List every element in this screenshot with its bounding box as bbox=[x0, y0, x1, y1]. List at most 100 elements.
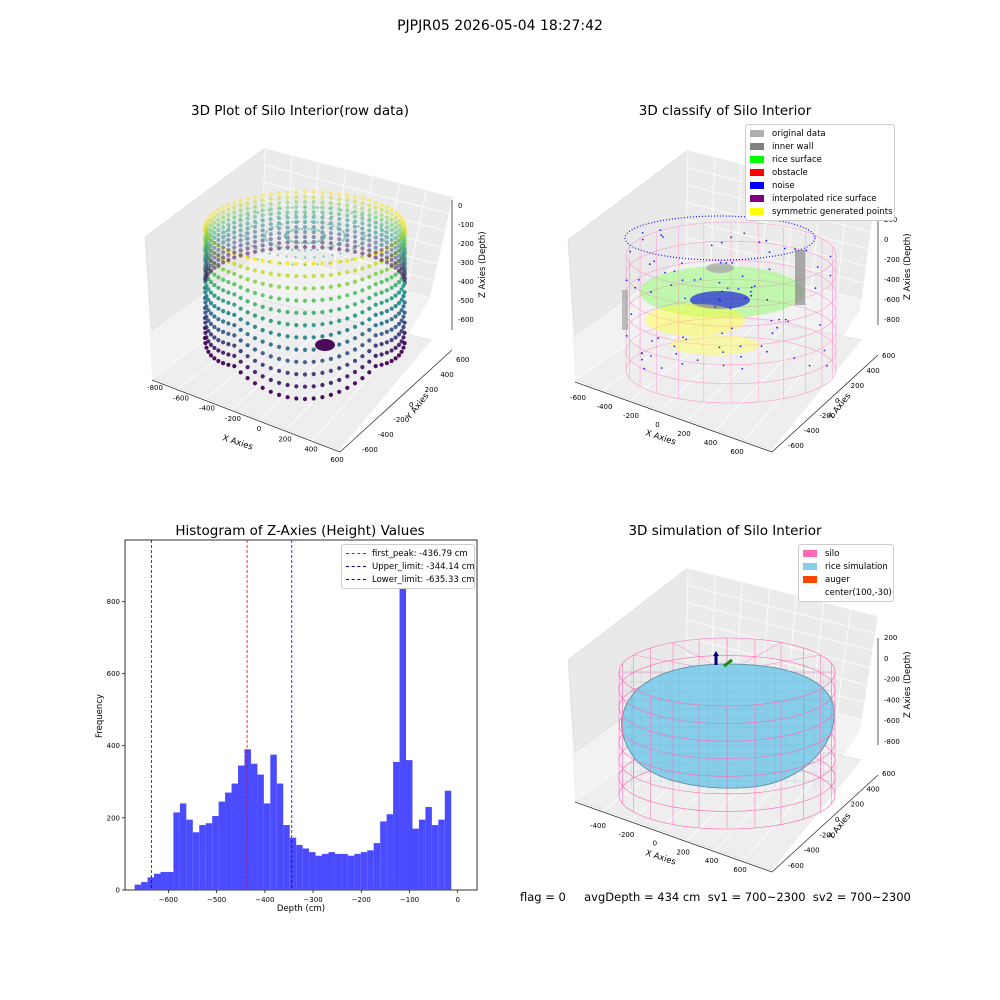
plot1-point bbox=[285, 195, 290, 200]
plot4-title: 3D simulation of Silo Interior bbox=[628, 523, 822, 539]
plot1-point bbox=[294, 195, 299, 200]
plot1-point bbox=[389, 338, 394, 343]
plot1-point bbox=[212, 304, 217, 309]
plot1-point bbox=[306, 227, 310, 231]
plot1-point bbox=[367, 223, 372, 228]
plot1-point bbox=[379, 225, 383, 229]
plot1-point bbox=[302, 274, 308, 279]
plot1-point bbox=[226, 331, 231, 336]
plot2-noise-point bbox=[770, 319, 773, 322]
plot2-noise-point bbox=[650, 355, 652, 357]
plot1-point bbox=[328, 356, 333, 361]
plot1-point bbox=[203, 341, 208, 346]
plot1-point bbox=[238, 338, 243, 343]
plot2-noise-point bbox=[673, 270, 676, 273]
plot2-noise-point bbox=[737, 288, 740, 290]
plot4-z-label: Z Axies (Depth) bbox=[903, 651, 913, 718]
plot4-x-axis-line bbox=[574, 801, 773, 873]
plot1-x-tick-label: -600 bbox=[173, 394, 189, 402]
histogram-bar bbox=[296, 844, 303, 890]
plot1-point bbox=[247, 255, 250, 258]
plot1-x-tick-label: 400 bbox=[304, 446, 317, 454]
plot1-point bbox=[226, 237, 231, 242]
plot1-point bbox=[345, 258, 350, 263]
plot1-point bbox=[221, 205, 226, 210]
plot2-x-tick-label: -600 bbox=[570, 394, 586, 402]
plot1-point bbox=[373, 271, 378, 276]
plot1-point bbox=[383, 234, 387, 238]
histogram-bar bbox=[289, 837, 297, 890]
plot1-point bbox=[264, 237, 267, 240]
plot1-point bbox=[212, 230, 217, 235]
plot1-point bbox=[226, 232, 231, 237]
plot1-point bbox=[367, 243, 372, 248]
plot1-point bbox=[212, 356, 217, 361]
plot1-point bbox=[389, 222, 394, 228]
plot1-point bbox=[352, 268, 358, 273]
plot1-point bbox=[221, 245, 226, 250]
plot1-point bbox=[384, 260, 389, 265]
plot1-point bbox=[310, 249, 313, 252]
plot4-z-tick-label: -800 bbox=[884, 738, 900, 746]
plot1-point bbox=[212, 283, 217, 288]
plot1-point bbox=[367, 338, 372, 343]
plot1-point bbox=[260, 243, 265, 248]
plot1-point bbox=[226, 247, 231, 252]
plot1-point bbox=[271, 243, 274, 246]
plot1-point bbox=[216, 262, 221, 268]
plot1-point bbox=[203, 277, 208, 282]
plot2-noise-point bbox=[630, 313, 633, 315]
plot1-point bbox=[320, 310, 325, 315]
plot1-point bbox=[360, 196, 365, 201]
plot1-point bbox=[285, 210, 290, 215]
histogram-bar bbox=[380, 821, 387, 890]
plot1-point bbox=[275, 224, 278, 227]
plot1-point bbox=[367, 248, 372, 253]
plot1-point bbox=[250, 225, 253, 228]
plot1-point bbox=[402, 252, 407, 257]
plot1-point bbox=[337, 197, 342, 202]
plot1-x-tick-label: 0 bbox=[257, 425, 261, 433]
histogram-bar bbox=[412, 828, 419, 890]
plot1-point bbox=[277, 320, 282, 325]
plot1-point bbox=[402, 277, 407, 282]
plot1-point bbox=[379, 300, 384, 305]
plot1-point bbox=[379, 280, 384, 285]
plot2-z-tick-label: 0 bbox=[884, 236, 888, 244]
histogram-x-tick-label: −100 bbox=[400, 896, 419, 904]
plot1-y-tick-label: 400 bbox=[440, 371, 453, 379]
plot1-point bbox=[345, 208, 350, 213]
plot4-z-tick-label: -600 bbox=[884, 717, 900, 725]
histogram-bar bbox=[192, 832, 200, 890]
plot1-gridline bbox=[178, 305, 287, 389]
plot1-point bbox=[360, 241, 364, 244]
plot2-x-tick-label: 600 bbox=[730, 448, 743, 456]
plot1-point bbox=[221, 309, 226, 314]
plot2-noise-point bbox=[641, 358, 643, 361]
plot1-point bbox=[260, 281, 265, 286]
plot2-gridline bbox=[574, 304, 687, 381]
plot1-point bbox=[268, 197, 273, 202]
plot1-point bbox=[294, 384, 299, 389]
plot2-noise-point bbox=[731, 327, 733, 330]
plot1-z-label: Z Axies (Depth) bbox=[478, 231, 488, 298]
plot1-point bbox=[360, 332, 365, 337]
plot1-point bbox=[384, 230, 389, 235]
plot1-point bbox=[246, 228, 250, 231]
histogram-bar bbox=[360, 852, 368, 890]
legend-swatch bbox=[803, 589, 817, 596]
plot1-point bbox=[238, 317, 243, 322]
plot1-point bbox=[389, 306, 394, 311]
plot1-point bbox=[285, 255, 288, 258]
plot1-point bbox=[221, 255, 226, 260]
plot1-title: 3D Plot of Silo Interior(row data) bbox=[191, 103, 409, 119]
plot1-point bbox=[208, 263, 214, 268]
plot1-point bbox=[226, 252, 231, 257]
plot2-noise-point bbox=[765, 239, 768, 242]
plot1-point bbox=[268, 354, 273, 359]
plot1-point bbox=[297, 228, 300, 231]
plot1-x-ticks: -800 -600 -400 -200 0 200 400 600 bbox=[147, 384, 344, 464]
plot1-x-tick-label: -200 bbox=[225, 415, 241, 423]
plot1-point bbox=[340, 260, 343, 263]
